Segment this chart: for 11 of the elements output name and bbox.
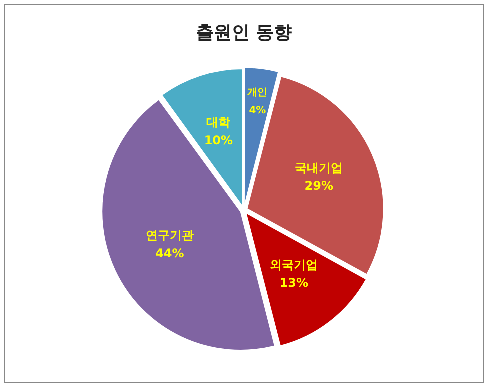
slice-label: 연구기관 — [146, 228, 194, 242]
slice-label: 개인 — [248, 88, 268, 99]
data-label: 44% — [156, 246, 184, 260]
data-label: 29% — [304, 178, 334, 193]
chart-title: 출원인 동향 — [196, 22, 292, 44]
data-label: 10% — [204, 134, 234, 148]
slice-label: 외국기업 — [270, 258, 318, 272]
data-label: 4% — [249, 106, 266, 117]
data-label: 13% — [280, 276, 309, 290]
slice-label: 대학 — [206, 116, 231, 130]
slice-label: 국내기업 — [295, 160, 344, 175]
